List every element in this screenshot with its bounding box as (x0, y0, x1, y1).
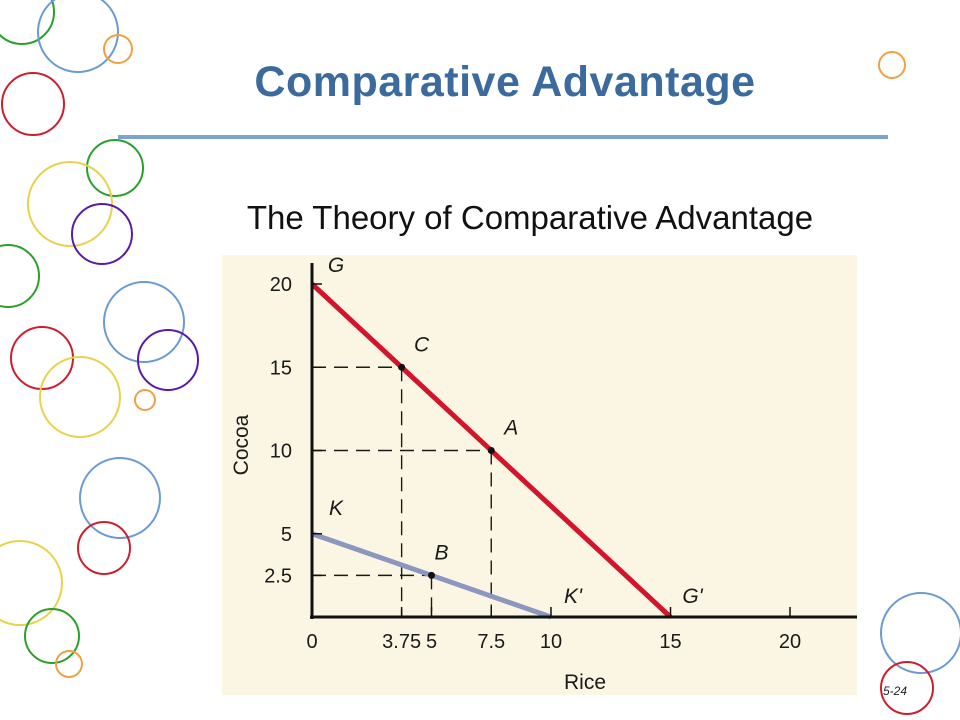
x-tick-label: 5 (426, 631, 437, 653)
decor-circle (103, 34, 133, 64)
x-tick-label: 15 (659, 631, 681, 653)
decor-circle (1, 72, 65, 136)
decor-circle (880, 592, 960, 674)
y-tick-label: 20 (270, 274, 292, 296)
decor-circle (86, 139, 144, 197)
slide-number: 5-24 (883, 684, 908, 698)
x-tick-label: 7.5 (477, 631, 505, 653)
x-tick-label: 3.75 (382, 631, 421, 653)
decor-circle (24, 608, 80, 664)
chart-panel: 0 3.75 5 7.5 10 15 20 2.5 5 10 15 20 C A B G G' K K' Rice Co… (222, 255, 857, 695)
decor-circle (103, 281, 185, 363)
x-tick-label: 20 (779, 631, 801, 653)
decor-circle (39, 356, 121, 438)
decor-circle (10, 326, 74, 390)
line-start-label: K (329, 497, 344, 520)
y-tick-label: 2.5 (264, 565, 292, 587)
y-tick-label: 5 (281, 524, 292, 546)
point-marker-c (398, 363, 406, 371)
title-divider (118, 135, 888, 139)
point-label-b: B (434, 541, 448, 564)
decor-circle (79, 457, 161, 539)
decor-circle (880, 661, 934, 715)
y-tick-label: 10 (270, 441, 292, 463)
decor-circle (71, 203, 133, 265)
line-start-label: G (328, 255, 344, 277)
slide-subtitle: The Theory of Comparative Advantage (246, 199, 814, 236)
slide-title: Comparative Advantage (254, 58, 756, 106)
point-marker-b (428, 571, 435, 579)
decor-circle (37, 0, 119, 73)
line-end-label: K' (564, 585, 583, 608)
line-end-label: G' (682, 585, 703, 608)
decor-circle (77, 521, 131, 575)
decor-circle (0, 540, 63, 626)
decor-circle (27, 161, 113, 247)
point-marker-a (487, 447, 495, 454)
decor-circle (137, 329, 199, 391)
y-axis-title: Cocoa (230, 414, 253, 475)
point-label-a: A (502, 417, 518, 440)
x-axis-title: Rice (564, 671, 606, 694)
y-tick-label: 15 (270, 357, 292, 379)
production-possibility-chart: 0 3.75 5 7.5 10 15 202.55101520CABGG'KK'RiceCo… (230, 255, 857, 694)
decor-circle (0, 244, 40, 308)
decor-circle (55, 650, 83, 678)
decor-circle (878, 51, 906, 79)
point-label-c: C (414, 333, 430, 356)
decor-circle (0, 0, 55, 45)
x-tick-label: 0 (306, 631, 317, 653)
decor-circle (134, 389, 156, 411)
x-tick-label: 10 (540, 631, 562, 653)
